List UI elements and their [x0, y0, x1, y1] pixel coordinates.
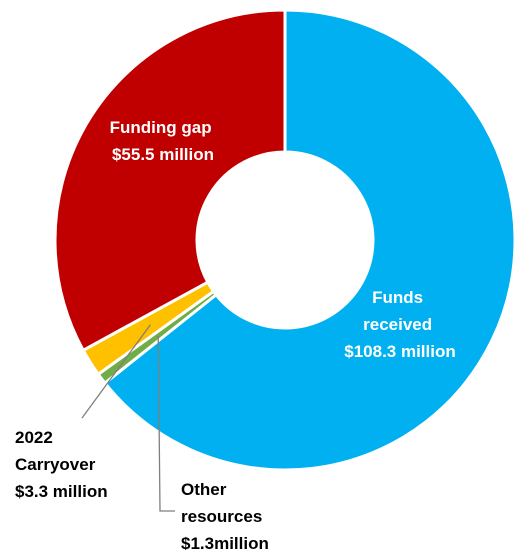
funds-received-label-line-2: received [363, 315, 432, 334]
funding-gap-label: Funding gap $55.5 million [110, 118, 217, 164]
other-resources-label-line-3: $1.3million [181, 534, 269, 550]
slice-funding-gap [53, 8, 287, 352]
funds-received-label-line-1: Funds [372, 288, 423, 307]
other-resources-label-line-2: resources [181, 507, 262, 526]
carryover-label-line-1: 2022 [15, 428, 53, 447]
leader-line-carryover [81, 324, 151, 419]
carryover-label: 2022 Carryover $3.3 million [15, 428, 108, 501]
donut-slices [53, 8, 517, 472]
funding-gap-label-line-1: Funding gap [110, 118, 212, 137]
funds-received-label-line-3: $108.3 million [344, 342, 456, 361]
other-resources-label: Other resources $1.3million [181, 480, 269, 550]
carryover-label-line-3: $3.3 million [15, 482, 108, 501]
funds-received-label: Funds received $108.3 million [344, 288, 456, 361]
carryover-label-line-2: Carryover [15, 455, 96, 474]
slice-funds-received [103, 8, 517, 472]
leader-lines [81, 324, 175, 512]
leader-line-other-resources [157, 335, 175, 512]
funding-gap-label-line-2: $55.5 million [112, 145, 214, 164]
other-resources-label-line-1: Other [181, 480, 227, 499]
